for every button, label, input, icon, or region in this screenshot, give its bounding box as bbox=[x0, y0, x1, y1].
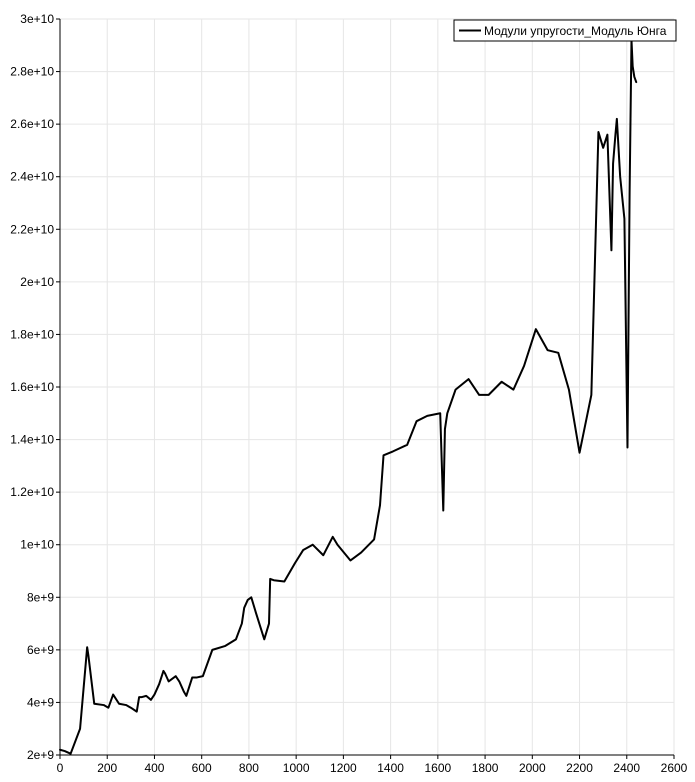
y-tick-label: 6e+9 bbox=[27, 643, 54, 657]
x-tick-label: 1400 bbox=[377, 761, 404, 775]
x-tick-label: 2600 bbox=[661, 761, 688, 775]
y-tick-label: 2e+10 bbox=[20, 275, 54, 289]
x-tick-label: 1800 bbox=[472, 761, 499, 775]
y-tick-label: 1.8e+10 bbox=[10, 327, 54, 341]
x-tick-label: 1000 bbox=[283, 761, 310, 775]
series-layer bbox=[59, 39, 638, 755]
legend-box bbox=[453, 19, 677, 42]
x-tick-label: 400 bbox=[144, 761, 164, 775]
y-axis-ticks: 2e+9 4e+9 6e+9 8e+9 1e+10 1.2e+10 1.4e+10 1.6e+… bbox=[10, 12, 60, 762]
y-tick-label: 3e+10 bbox=[20, 12, 54, 26]
x-tick-label: 1600 bbox=[424, 761, 451, 775]
y-tick-label: 1.2e+10 bbox=[10, 485, 54, 499]
x-tick-label: 0 bbox=[57, 761, 64, 775]
series-line bbox=[59, 39, 638, 755]
y-tick-label: 4e+9 bbox=[27, 695, 54, 709]
x-tick-label: 600 bbox=[192, 761, 212, 775]
x-tick-label: 800 bbox=[239, 761, 259, 775]
y-tick-label: 2.4e+10 bbox=[10, 170, 54, 184]
y-tick-label: 1.6e+10 bbox=[10, 380, 54, 394]
legend: Модули упругости_Модуль Юнга bbox=[453, 19, 677, 42]
y-tick-label: 8e+9 bbox=[27, 590, 54, 604]
x-tick-label: 1200 bbox=[330, 761, 357, 775]
x-tick-label: 200 bbox=[97, 761, 117, 775]
x-tick-label: 2400 bbox=[613, 761, 640, 775]
y-tick-label: 2.2e+10 bbox=[10, 222, 54, 236]
y-tick-label: 1e+10 bbox=[20, 538, 54, 552]
x-tick-label: 2200 bbox=[566, 761, 593, 775]
y-tick-label: 1.4e+10 bbox=[10, 433, 54, 447]
y-tick-label: 2e+9 bbox=[27, 748, 54, 762]
x-tick-label: 2000 bbox=[519, 761, 546, 775]
y-tick-label: 2.6e+10 bbox=[10, 117, 54, 131]
x-axis-ticks: 0 200 400 600 800 1000 1200 1400 1600 1800 2000 220… bbox=[57, 755, 688, 775]
legend-label: Модули упругости_Модуль Юнга bbox=[484, 24, 667, 38]
y-tick-label: 2.8e+10 bbox=[10, 65, 54, 79]
